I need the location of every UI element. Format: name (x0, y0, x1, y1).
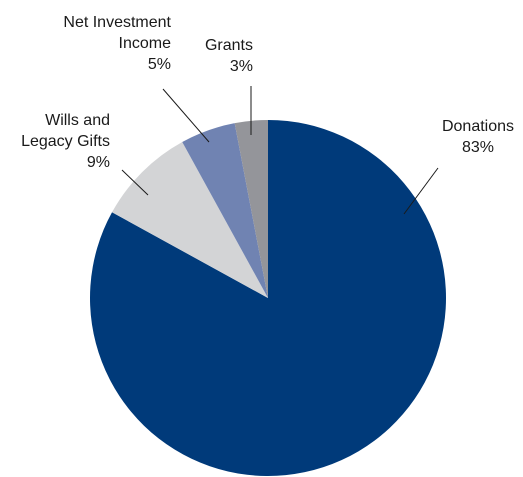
leader-lines (121, 86, 439, 215)
slice-labels: Donations 83% Wills and Legacy Gifts 9% Net I… (21, 14, 514, 171)
leader-line-donations (403, 167, 439, 215)
slice-label-line: 5% (148, 56, 171, 73)
leader-line-wills-and-legacy-gifts (121, 169, 149, 196)
pie-slice-grants (234, 120, 268, 298)
slice-label-donations: Donations 83% (442, 118, 514, 156)
pie-slices (90, 120, 447, 476)
slice-label-line: 83% (462, 139, 494, 156)
slice-label-line: Legacy Gifts (21, 133, 110, 150)
slice-label-line: Grants (205, 37, 253, 54)
slice-label-line: Net Investment (63, 14, 171, 31)
slice-label-grants: Grants 3% (205, 37, 253, 75)
pie-slice-donations (90, 120, 447, 476)
slice-label-line: Donations (442, 118, 514, 135)
pie-slice-net-investment-income (182, 123, 268, 299)
slice-label-line: Income (119, 35, 172, 52)
pie-slice-wills-and-legacy-gifts (112, 142, 269, 298)
slice-label-net-investment-income: Net Investment Income 5% (63, 14, 171, 73)
slice-label-line: Wills and (45, 112, 110, 129)
slice-label-line: 3% (230, 58, 253, 75)
leader-line-net-investment-income (162, 88, 210, 143)
slice-label-line: 9% (87, 154, 110, 171)
slice-label-wills-and-legacy-gifts: Wills and Legacy Gifts 9% (21, 112, 110, 171)
